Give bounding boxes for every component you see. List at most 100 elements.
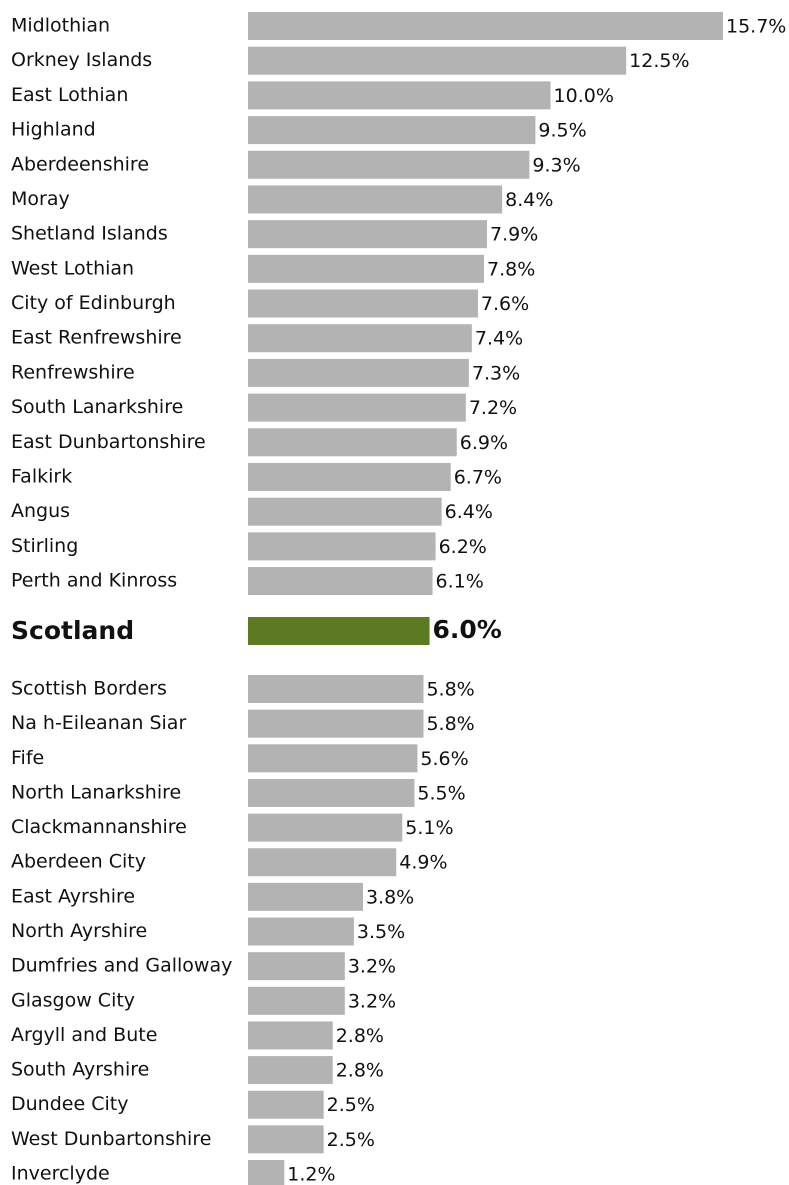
value-label: 8.4% <box>505 189 553 211</box>
value-label: 5.8% <box>426 713 474 735</box>
bar <box>248 81 551 110</box>
category-label: Dumfries and Galloway <box>11 955 232 977</box>
category-label: Angus <box>11 500 70 522</box>
category-label: Falkirk <box>11 465 72 487</box>
bar <box>248 1056 333 1085</box>
value-label: 6.9% <box>460 432 508 454</box>
highlight-bar <box>248 617 430 646</box>
bar <box>248 254 484 283</box>
value-label: 7.8% <box>487 258 535 280</box>
category-label: Clackmannanshire <box>11 816 187 838</box>
value-label: 3.5% <box>357 921 405 943</box>
bar <box>248 428 457 457</box>
highlight-category-label: Scotland <box>11 616 134 645</box>
value-label: 7.4% <box>475 328 523 350</box>
category-label: Scottish Borders <box>11 678 167 700</box>
value-label: 6.2% <box>439 536 487 558</box>
value-label: 7.3% <box>472 362 520 384</box>
category-label: Argyll and Bute <box>11 1024 157 1046</box>
bar <box>248 12 723 40</box>
value-label: 1.2% <box>287 1164 335 1185</box>
category-label: Perth and Kinross <box>11 570 177 592</box>
value-label: 2.5% <box>327 1094 375 1116</box>
category-label: Aberdeenshire <box>11 153 149 175</box>
category-label: Renfrewshire <box>11 361 135 383</box>
category-label: East Renfrewshire <box>11 327 182 349</box>
category-label: Inverclyde <box>11 1163 110 1185</box>
bar <box>248 567 433 596</box>
value-label: 6.0% <box>433 615 502 644</box>
value-label: 4.9% <box>399 852 447 874</box>
bar <box>248 324 472 353</box>
bar <box>248 185 503 214</box>
bar <box>248 116 536 145</box>
value-label: 15.7% <box>726 16 786 38</box>
bar <box>248 744 418 773</box>
bar <box>248 46 627 75</box>
value-label: 5.6% <box>420 748 468 770</box>
value-label: 3.2% <box>348 956 396 978</box>
bar <box>248 1090 324 1119</box>
bar <box>248 358 469 387</box>
category-label: Highland <box>11 119 96 141</box>
value-label: 5.1% <box>405 817 453 839</box>
value-label: 2.5% <box>327 1129 375 1151</box>
bar <box>248 220 488 249</box>
value-label: 7.2% <box>469 397 517 419</box>
category-label: Glasgow City <box>11 989 135 1011</box>
category-label: North Lanarkshire <box>11 781 181 803</box>
category-label: Stirling <box>11 535 78 557</box>
value-label: 5.5% <box>417 782 465 804</box>
bar <box>248 462 451 491</box>
bar <box>248 150 530 179</box>
bar <box>248 882 363 911</box>
bar <box>248 289 478 318</box>
value-label: 6.4% <box>445 501 493 523</box>
value-label: 3.2% <box>348 990 396 1012</box>
bar <box>248 1021 333 1050</box>
value-label: 6.1% <box>436 571 484 593</box>
category-label: Moray <box>11 188 70 210</box>
bar <box>248 393 466 422</box>
bar <box>248 1125 324 1154</box>
category-label: City of Edinburgh <box>11 292 176 314</box>
bar <box>248 917 354 946</box>
value-label: 2.8% <box>336 1025 384 1047</box>
bar <box>248 1160 285 1185</box>
category-label: East Dunbartonshire <box>11 431 206 453</box>
category-label: Fife <box>11 747 44 769</box>
value-label: 2.8% <box>336 1060 384 1082</box>
value-label: 3.8% <box>366 886 414 908</box>
value-label: 12.5% <box>629 50 689 72</box>
bar <box>248 952 345 981</box>
category-label: South Ayrshire <box>11 1059 149 1081</box>
bar <box>248 675 424 704</box>
bar <box>248 778 415 807</box>
category-label: South Lanarkshire <box>11 396 183 418</box>
value-label: 7.6% <box>481 293 529 315</box>
value-label: 7.9% <box>490 224 538 246</box>
bar <box>248 532 436 561</box>
bar <box>248 848 397 877</box>
category-label: Shetland Islands <box>11 223 168 245</box>
value-label: 9.3% <box>532 154 580 176</box>
category-label: Midlothian <box>11 15 110 37</box>
value-label: 5.8% <box>426 679 474 701</box>
value-label: 10.0% <box>554 85 614 107</box>
bar <box>248 986 345 1015</box>
category-label: East Ayrshire <box>11 885 135 907</box>
category-label: West Dunbartonshire <box>11 1128 211 1150</box>
bar <box>248 813 403 842</box>
category-label: North Ayrshire <box>11 920 147 942</box>
bar <box>248 497 442 526</box>
category-label: Dundee City <box>11 1093 128 1115</box>
category-label: East Lothian <box>11 84 128 106</box>
category-label: Na h-Eileanan Siar <box>11 712 186 734</box>
value-label: 9.5% <box>538 120 586 142</box>
category-label: West Lothian <box>11 257 134 279</box>
category-label: Orkney Islands <box>11 49 152 71</box>
value-label: 6.7% <box>454 466 502 488</box>
category-label: Aberdeen City <box>11 851 146 873</box>
bar <box>248 709 424 738</box>
